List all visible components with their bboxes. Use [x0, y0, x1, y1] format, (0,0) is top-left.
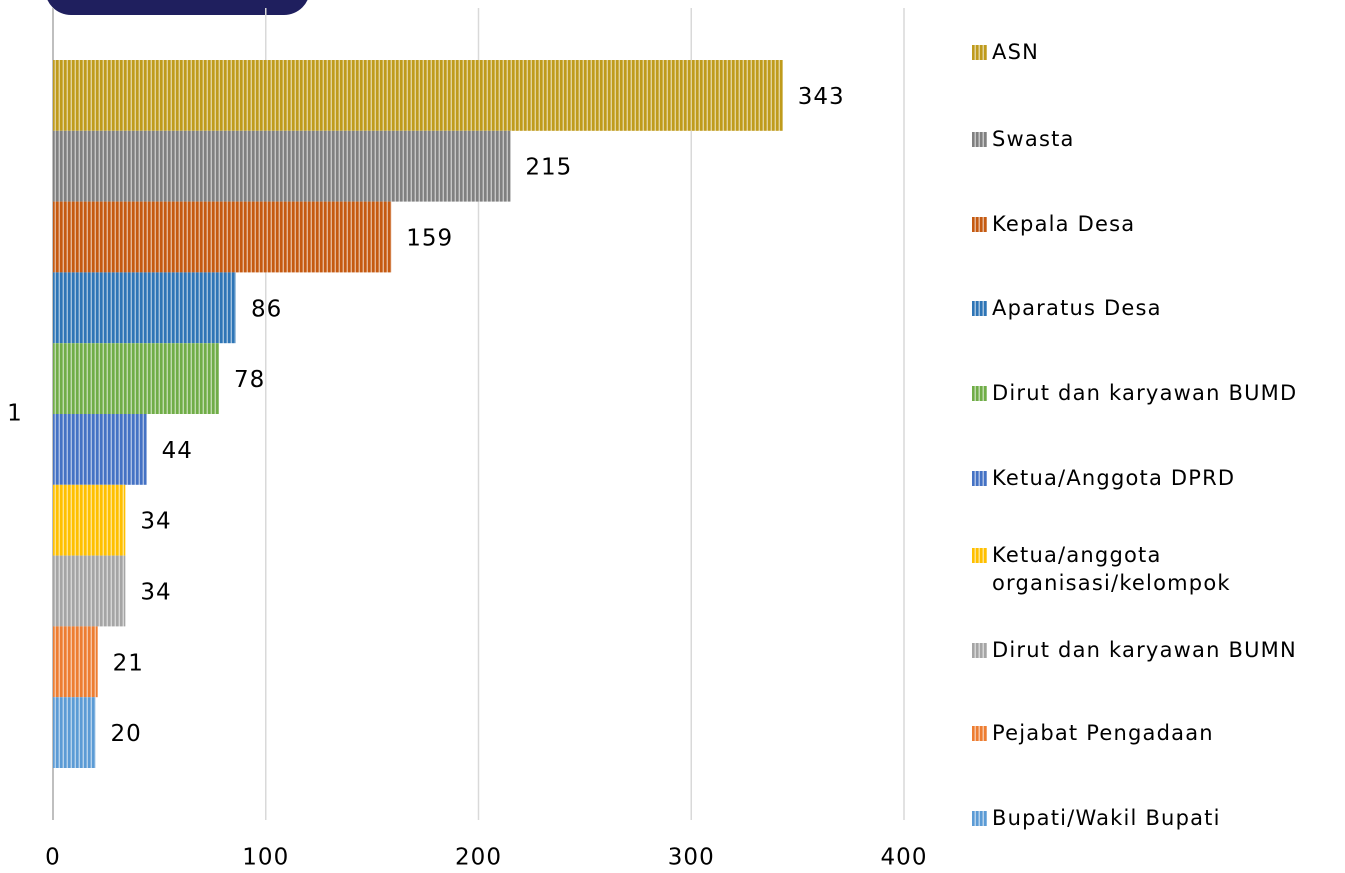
legend-swatch: [972, 132, 987, 147]
bar: [53, 484, 126, 556]
legend-label: Bupati/Wakil Bupati: [992, 806, 1221, 830]
x-tick-label: 300: [668, 845, 715, 871]
legend-swatch: [972, 217, 987, 232]
legend-label: Ketua/anggota organisasi/kelompok: [992, 543, 1231, 595]
legend-swatch: [972, 301, 987, 316]
legend-label: ASN: [992, 40, 1040, 64]
data-label: 343: [798, 84, 845, 110]
data-label: 34: [140, 580, 171, 606]
legend-item: Kepala Desa: [972, 210, 1342, 238]
y-tick-label: 1: [7, 401, 23, 427]
legend-swatch: [972, 548, 987, 563]
legend-swatch: [972, 811, 987, 826]
legend-swatch: [972, 471, 987, 486]
data-label: 86: [251, 296, 282, 322]
bar: [53, 414, 147, 485]
legend-item: Pejabat Pengadaan: [972, 719, 1342, 747]
data-label: 20: [111, 721, 142, 747]
legend-label: Dirut dan karyawan BUMN: [992, 638, 1297, 662]
legend-label: Aparatus Desa: [992, 296, 1162, 320]
legend-swatch: [972, 386, 987, 401]
bar: [53, 626, 98, 698]
data-label: 78: [234, 367, 265, 393]
legend-item: Ketua/Anggota DPRD: [972, 464, 1342, 492]
legend-item: Ketua/anggota organisasi/kelompok: [972, 541, 1342, 597]
bar: [53, 697, 96, 768]
legend-swatch: [972, 643, 987, 658]
legend-label: Pejabat Pengadaan: [992, 721, 1214, 745]
legend-swatch: [972, 45, 987, 60]
legend-item: Dirut dan karyawan BUMN: [972, 636, 1342, 664]
x-tick-label: 100: [242, 845, 289, 871]
legend-label: Dirut dan karyawan BUMD: [992, 381, 1298, 405]
header-shape: [47, 0, 308, 15]
bar: [53, 201, 392, 273]
legend-swatch: [972, 726, 987, 741]
data-label: 159: [406, 226, 453, 252]
bar: [53, 60, 783, 131]
legend-label: Ketua/Anggota DPRD: [992, 466, 1236, 490]
bar: [53, 272, 236, 344]
data-label: 215: [525, 155, 572, 181]
x-tick-label: 400: [881, 845, 928, 871]
legend-item: Swasta: [972, 125, 1342, 153]
legend-item: Dirut dan karyawan BUMD: [972, 379, 1342, 407]
data-label: 34: [140, 509, 171, 535]
data-label: 44: [162, 438, 193, 464]
bar: [53, 343, 219, 414]
legend-label: Swasta: [992, 127, 1075, 151]
legend-label: Kepala Desa: [992, 212, 1136, 236]
bar: [53, 130, 511, 202]
bar: [53, 555, 126, 627]
data-label: 21: [113, 650, 144, 676]
x-tick-label: 200: [455, 845, 502, 871]
legend-item: Bupati/Wakil Bupati: [972, 804, 1342, 832]
x-tick-label: 0: [45, 845, 61, 871]
legend-item: Aparatus Desa: [972, 294, 1342, 322]
legend-item: ASN: [972, 38, 1342, 66]
